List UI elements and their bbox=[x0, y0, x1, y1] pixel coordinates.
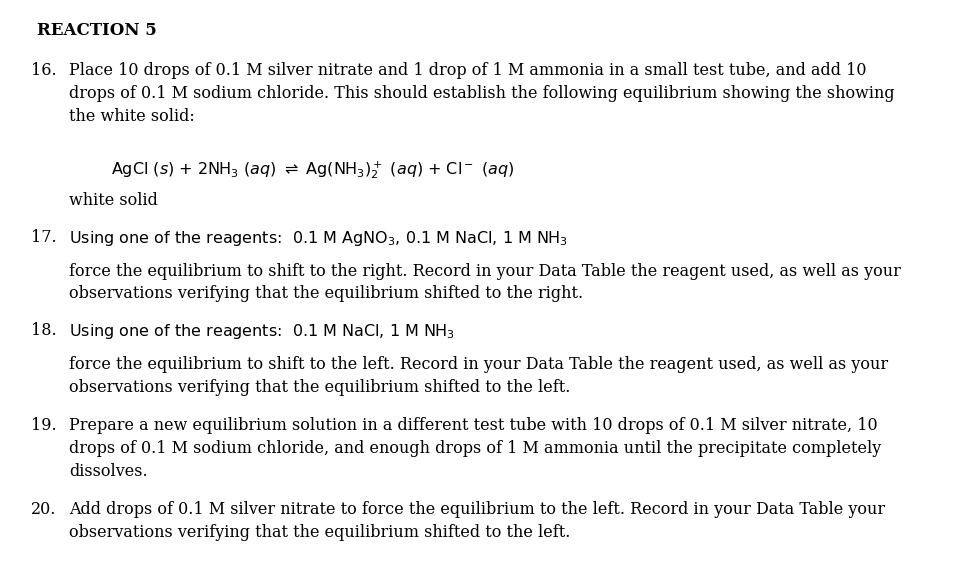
Text: Prepare a new equilibrium solution in a different test tube with 10 drops of 0.1: Prepare a new equilibrium solution in a … bbox=[69, 417, 881, 480]
Text: 16.: 16. bbox=[31, 62, 57, 79]
Text: white solid: white solid bbox=[69, 192, 158, 209]
Text: Using one of the reagents:  0.1 M AgNO$_3$, 0.1 M NaCl, 1 M NH$_3$: Using one of the reagents: 0.1 M AgNO$_3… bbox=[69, 229, 568, 248]
Text: Add drops of 0.1 M silver nitrate to force the equilibrium to the left. Record i: Add drops of 0.1 M silver nitrate to for… bbox=[69, 501, 885, 541]
Text: force the equilibrium to shift to the right. Record in your Data Table the reage: force the equilibrium to shift to the ri… bbox=[69, 263, 901, 302]
Text: Place 10 drops of 0.1 M silver nitrate and 1 drop of 1 M ammonia in a small test: Place 10 drops of 0.1 M silver nitrate a… bbox=[69, 62, 895, 125]
Text: 19.: 19. bbox=[31, 417, 57, 434]
Text: AgCl ($s$) + 2NH$_3$ ($aq$) $\rightleftharpoons$ Ag(NH$_3$)$_2^+$ ($aq$) + Cl$^-: AgCl ($s$) + 2NH$_3$ ($aq$) $\rightlefth… bbox=[111, 159, 514, 180]
Text: force the equilibrium to shift to the left. Record in your Data Table the reagen: force the equilibrium to shift to the le… bbox=[69, 356, 889, 396]
Text: 18.: 18. bbox=[31, 322, 57, 339]
Text: 20.: 20. bbox=[31, 501, 56, 518]
Text: 17.: 17. bbox=[31, 229, 57, 246]
Text: Using one of the reagents:  0.1 M NaCl, 1 M NH$_3$: Using one of the reagents: 0.1 M NaCl, 1… bbox=[69, 322, 455, 341]
Text: REACTION 5: REACTION 5 bbox=[37, 22, 156, 39]
